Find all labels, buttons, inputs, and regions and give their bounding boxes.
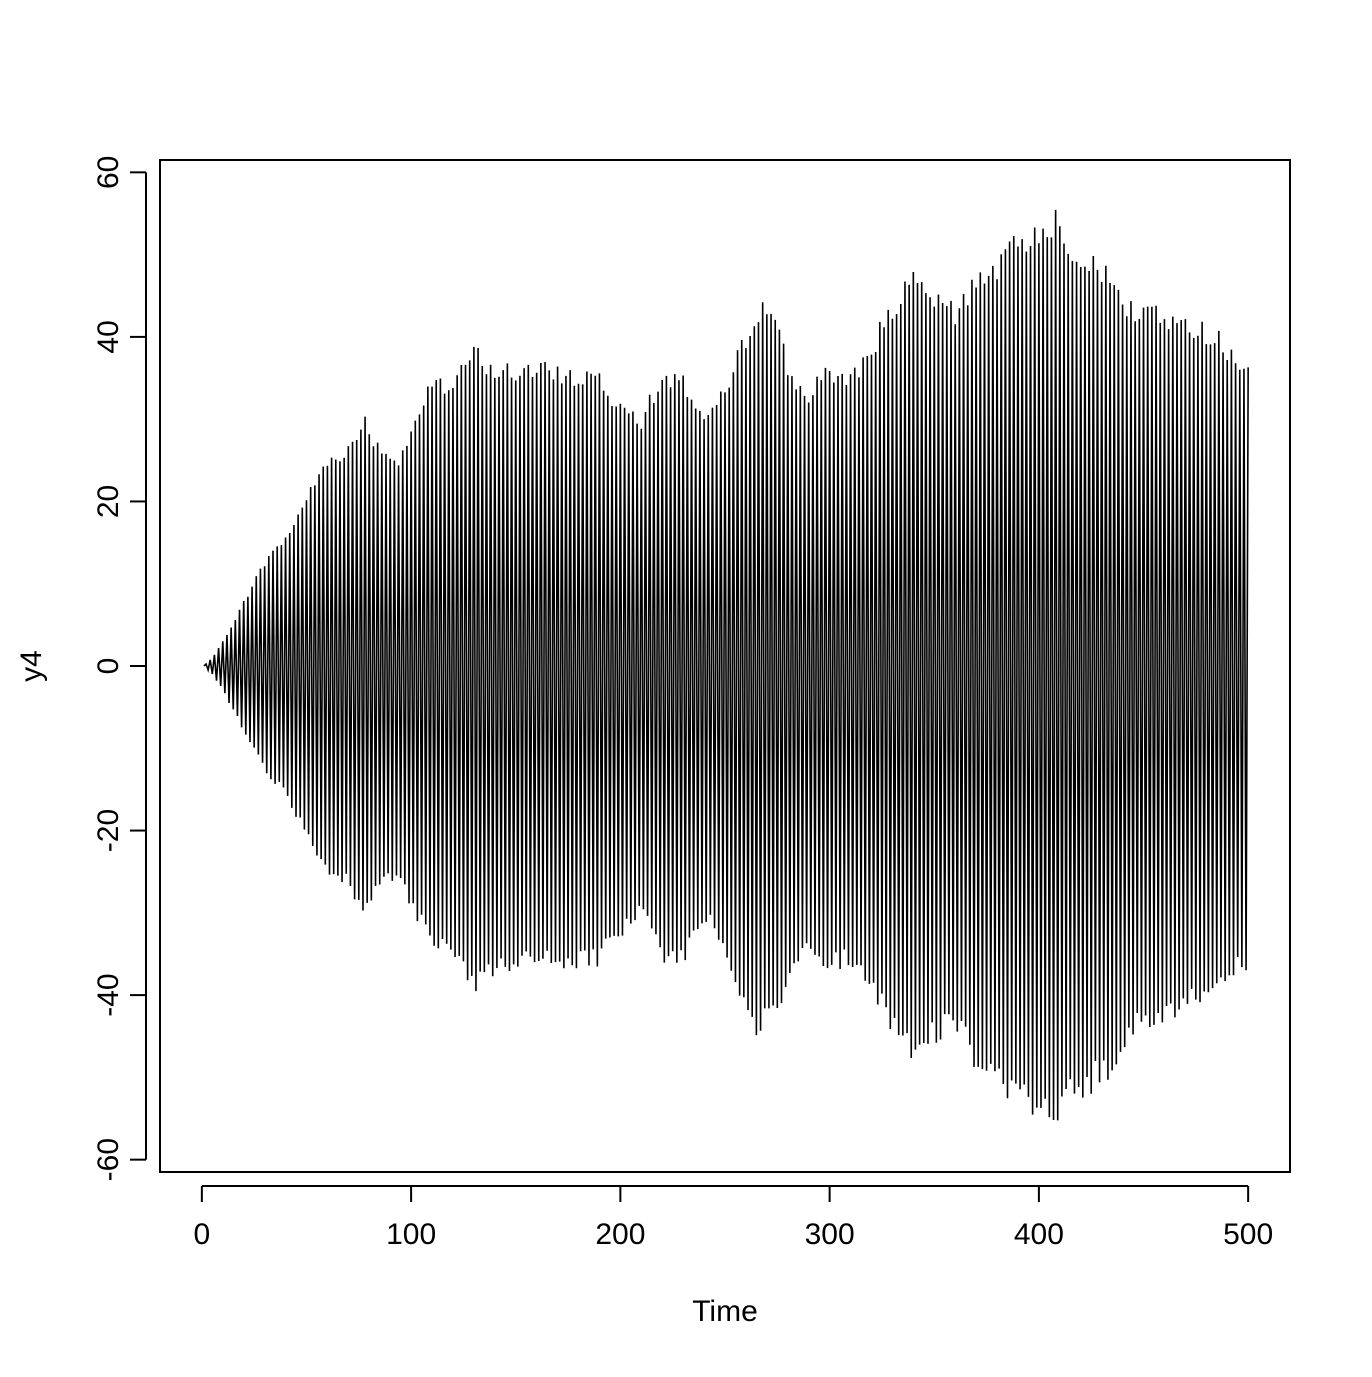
x-tick-label: 300 [805, 1218, 855, 1251]
x-tick-label: 500 [1223, 1218, 1273, 1251]
y-tick-label: 40 [92, 320, 125, 353]
y-axis: -60 -40 -20 0 20 40 60 [92, 156, 147, 1181]
x-tick-label: 400 [1014, 1218, 1064, 1251]
y-axis-label: y4 [15, 650, 48, 682]
y-tick-label: 0 [92, 658, 125, 675]
y-tick-label: 60 [92, 156, 125, 189]
series-line-y4 [203, 209, 1249, 1121]
series-layer [203, 209, 1249, 1121]
x-tick-label: 100 [386, 1218, 436, 1251]
x-axis: 0 100 200 300 400 500 [194, 1185, 1273, 1251]
y-tick-label: -60 [92, 1138, 125, 1181]
y-tick-label: -20 [92, 809, 125, 852]
y-tick-label: 20 [92, 485, 125, 518]
x-tick-label: 0 [194, 1218, 211, 1251]
plot-frame [159, 159, 1291, 1173]
x-axis-label: Time [692, 1295, 758, 1328]
y-tick-label: -40 [92, 973, 125, 1016]
x-tick-label: 200 [595, 1218, 645, 1251]
